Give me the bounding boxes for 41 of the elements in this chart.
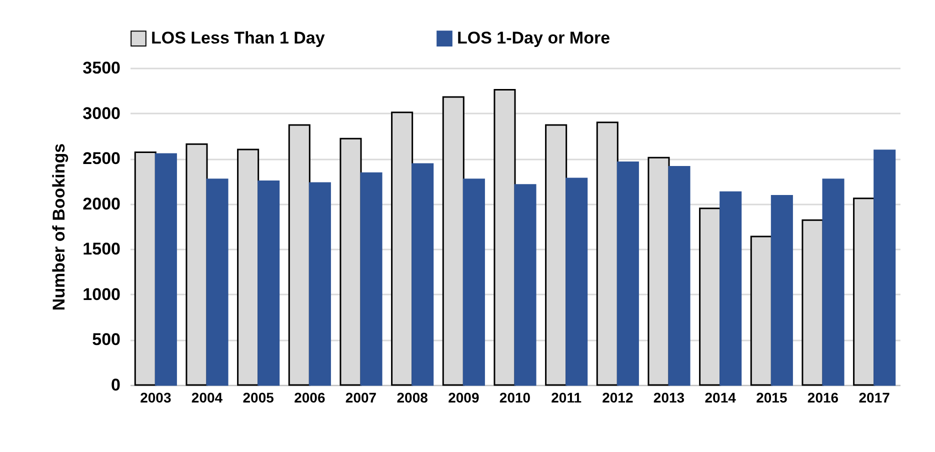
legend-label: LOS Less Than 1 Day: [151, 28, 326, 48]
bar: [154, 153, 177, 386]
y-tick-label: 2000: [82, 194, 120, 214]
bar: [874, 150, 896, 386]
y-tick-label: 3500: [82, 58, 120, 78]
x-tick-label: 2010: [499, 390, 531, 406]
bar: [360, 172, 382, 386]
y-tick-label: 3000: [82, 104, 120, 123]
bar: [566, 178, 588, 386]
x-tick-label: 2004: [191, 390, 223, 406]
y-tick-label: 0: [111, 376, 120, 394]
x-tick-label: 2007: [345, 390, 377, 406]
bar: [616, 161, 639, 386]
y-tick-label: 1000: [82, 284, 120, 304]
x-tick-label: 2017: [858, 390, 890, 406]
bar: [720, 191, 742, 386]
legend-label: LOS 1-Day or More: [457, 28, 610, 48]
bar: [514, 184, 536, 386]
y-tick-label: 2500: [82, 149, 120, 168]
x-tick-label: 2008: [396, 390, 428, 406]
x-tick-label: 2006: [294, 390, 326, 406]
x-tick-label: 2011: [551, 390, 582, 406]
bar: [770, 194, 793, 386]
bar: [412, 163, 434, 386]
x-tick-label: 2016: [807, 390, 839, 406]
x-tick-label: 2009: [448, 390, 480, 406]
x-tick-label: 2003: [140, 390, 172, 406]
y-tick-label: 500: [92, 330, 120, 350]
bar: [258, 180, 280, 386]
x-tick-label: 2014: [704, 390, 736, 406]
bar: [822, 178, 844, 386]
x-tick-label: 2013: [653, 390, 685, 406]
x-tick-label: 2005: [242, 390, 274, 406]
bar: [668, 166, 690, 386]
bar: [462, 178, 485, 386]
bar: [308, 182, 331, 386]
y-tick-label: 1500: [82, 240, 120, 259]
bar: [206, 178, 228, 386]
y-axis-title: Number of Bookings: [50, 143, 69, 311]
x-tick-label: 2012: [602, 390, 634, 406]
x-tick-label: 2015: [756, 390, 788, 406]
